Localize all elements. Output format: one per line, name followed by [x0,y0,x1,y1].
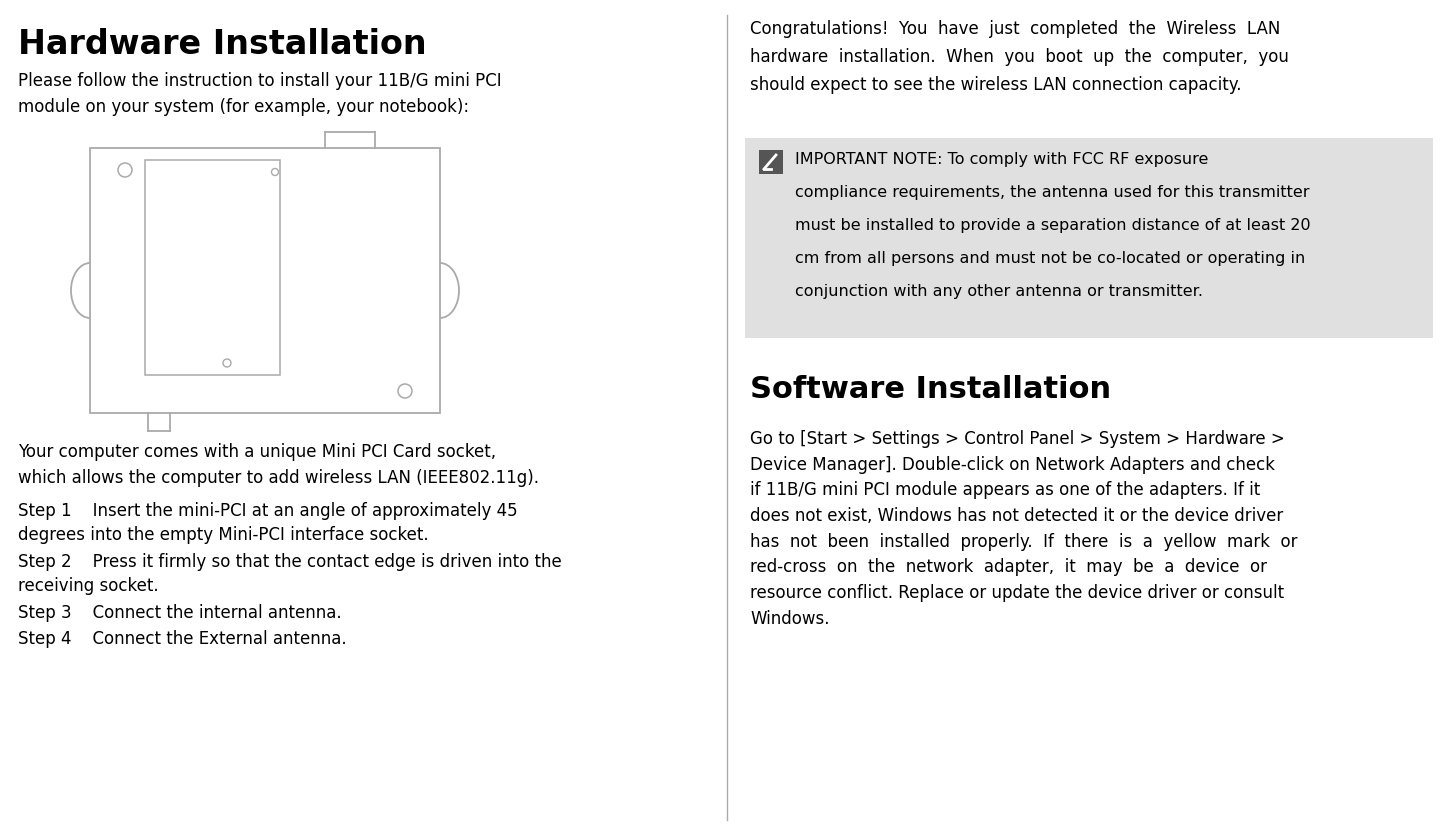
Text: Congratulations!  You  have  just  completed  the  Wireless  LAN
hardware  insta: Congratulations! You have just completed… [750,20,1288,94]
Bar [744,138,1434,338]
Bar [90,148,441,413]
Text: Step 4    Connect the External antenna.: Step 4 Connect the External antenna. [17,630,346,648]
Text: Hardware Installation: Hardware Installation [17,28,426,61]
Text: cm from all persons and must not be co-located or operating in: cm from all persons and must not be co-l… [795,251,1306,266]
Text: Step 2    Press it firmly so that the contact edge is driven into the
receiving : Step 2 Press it firmly so that the conta… [17,553,561,595]
Text: IMPORTANT NOTE: To comply with FCC RF exposure: IMPORTANT NOTE: To comply with FCC RF ex… [795,152,1208,167]
Bar [145,160,281,375]
Text: Please follow the instruction to install your 11B/G mini PCI
module on your syst: Please follow the instruction to install… [17,72,502,116]
Text: Your computer comes with a unique Mini PCI Card socket,
which allows the compute: Your computer comes with a unique Mini P… [17,443,539,487]
Text: Step 1    Insert the mini-PCI at an angle of approximately 45
degrees into the e: Step 1 Insert the mini-PCI at an angle o… [17,502,518,544]
Text: Step 3    Connect the internal antenna.: Step 3 Connect the internal antenna. [17,604,342,622]
Text: Go to [Start > Settings > Control Panel > System > Hardware >
Device Manager]. D: Go to [Start > Settings > Control Panel … [750,430,1297,628]
Text: Software Installation: Software Installation [750,375,1111,404]
Text: conjunction with any other antenna or transmitter.: conjunction with any other antenna or tr… [795,284,1202,299]
Text: must be installed to provide a separation distance of at least 20: must be installed to provide a separatio… [795,218,1310,233]
Text: compliance requirements, the antenna used for this transmitter: compliance requirements, the antenna use… [795,185,1310,200]
Bar [759,150,784,174]
